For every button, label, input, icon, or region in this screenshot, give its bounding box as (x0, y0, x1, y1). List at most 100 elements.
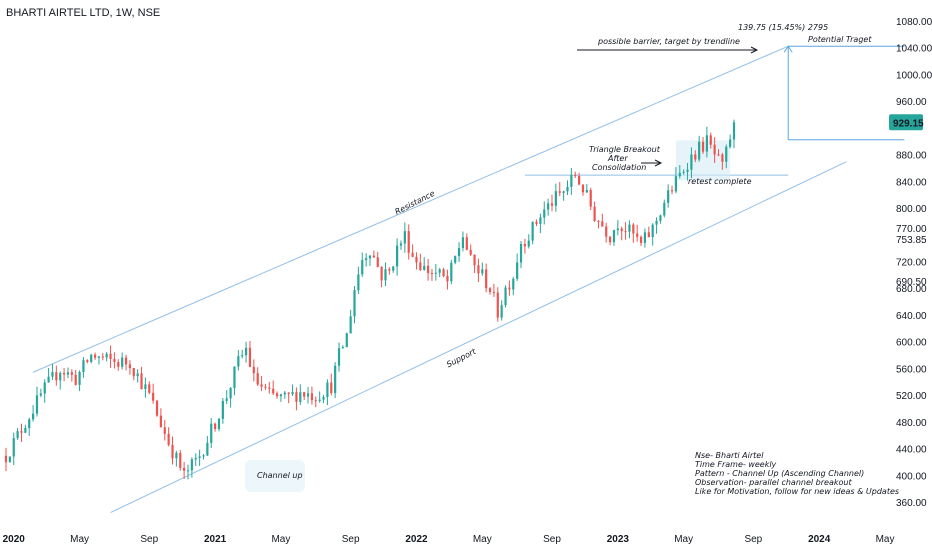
candle-body[interactable] (701, 141, 705, 152)
candle-body[interactable] (167, 433, 170, 445)
candle-body[interactable] (128, 364, 132, 369)
candle-body[interactable] (256, 373, 259, 385)
candle-body[interactable] (477, 265, 480, 274)
candle-body[interactable] (105, 353, 108, 358)
candle-body[interactable] (639, 236, 643, 243)
candle-body[interactable] (636, 233, 639, 237)
candle-body[interactable] (318, 399, 321, 401)
candle-body[interactable] (446, 275, 449, 282)
candle-body[interactable] (601, 221, 604, 227)
candle-body[interactable] (682, 171, 685, 173)
candle-body[interactable] (136, 373, 139, 377)
candle-body[interactable] (562, 191, 565, 193)
candle-body[interactable] (678, 172, 681, 177)
candle-body[interactable] (473, 254, 476, 266)
candle-body[interactable] (415, 256, 418, 263)
candle-body[interactable] (283, 392, 286, 395)
candle-body[interactable] (628, 224, 631, 232)
candle-body[interactable] (175, 452, 178, 459)
candle-body[interactable] (376, 257, 379, 267)
candle-body[interactable] (368, 255, 372, 259)
candle-body[interactable] (508, 287, 511, 290)
candle-body[interactable] (632, 224, 635, 234)
candle-body[interactable] (214, 423, 217, 430)
candle-body[interactable] (179, 452, 182, 468)
candle-body[interactable] (183, 467, 186, 471)
candle-body[interactable] (717, 154, 720, 156)
candle-body[interactable] (268, 387, 271, 389)
candle-body[interactable] (380, 266, 383, 281)
candle-body[interactable] (260, 384, 263, 387)
candle-body[interactable] (442, 269, 445, 276)
candle-body[interactable] (43, 382, 46, 394)
candle-body[interactable] (74, 374, 77, 385)
candle-body[interactable] (124, 357, 128, 365)
candle-body[interactable] (93, 354, 97, 358)
candle-body[interactable] (419, 262, 422, 271)
candle-body[interactable] (593, 206, 596, 221)
candle-body[interactable] (485, 269, 488, 289)
candle-body[interactable] (264, 386, 267, 388)
candle-body[interactable] (337, 348, 341, 366)
candle-body[interactable] (66, 372, 70, 375)
candle-body[interactable] (566, 186, 569, 192)
candle-body[interactable] (353, 290, 356, 317)
candle-body[interactable] (581, 184, 585, 193)
candle-body[interactable] (229, 388, 232, 399)
candle-body[interactable] (694, 154, 697, 160)
candle-body[interactable] (543, 209, 546, 218)
candle-body[interactable] (527, 240, 530, 247)
candle-body[interactable] (399, 243, 403, 246)
candle-body[interactable] (558, 191, 561, 193)
candle-body[interactable] (605, 226, 608, 237)
candle-body[interactable] (345, 333, 348, 348)
candle-body[interactable] (384, 269, 387, 281)
candle-body[interactable] (608, 236, 612, 243)
candle-body[interactable] (361, 260, 364, 275)
candle-body[interactable] (299, 392, 302, 402)
candle-body[interactable] (481, 269, 484, 274)
candle-body[interactable] (62, 373, 66, 375)
candle-body[interactable] (616, 228, 619, 231)
candle-body[interactable] (721, 154, 724, 162)
candle-body[interactable] (303, 392, 306, 397)
candle-body[interactable] (78, 371, 81, 385)
candle-body[interactable] (732, 122, 736, 140)
candle-body[interactable] (35, 395, 39, 414)
candle-body[interactable] (457, 248, 461, 257)
candle-body[interactable] (190, 459, 193, 471)
candle-body[interactable] (349, 316, 352, 334)
candle-body[interactable] (295, 392, 298, 402)
candle-body[interactable] (109, 353, 112, 359)
candle-body[interactable] (698, 141, 701, 160)
candle-body[interactable] (392, 266, 395, 271)
candle-body[interactable] (620, 228, 623, 232)
candle-body[interactable] (217, 418, 221, 430)
candle-body[interactable] (550, 203, 554, 206)
candle-body[interactable] (248, 347, 252, 367)
candle-body[interactable] (411, 252, 414, 257)
candle-body[interactable] (113, 358, 116, 363)
candle-body[interactable] (330, 382, 333, 394)
candle-body[interactable] (334, 365, 337, 394)
candle-body[interactable] (612, 230, 616, 243)
candle-body[interactable] (202, 455, 205, 457)
candle-body[interactable] (155, 400, 159, 416)
candle-body[interactable] (531, 221, 534, 241)
candle-body[interactable] (144, 384, 147, 390)
candle-body[interactable] (651, 224, 654, 238)
candle-body[interactable] (159, 415, 162, 428)
candle-body[interactable] (210, 423, 213, 443)
candle-body[interactable] (578, 176, 581, 185)
candle-body[interactable] (655, 220, 658, 225)
candle-body[interactable] (12, 438, 15, 457)
candle-body[interactable] (194, 457, 197, 460)
candle-body[interactable] (686, 169, 689, 172)
candle-body[interactable] (670, 190, 674, 192)
candle-body[interactable] (8, 456, 11, 463)
candle-body[interactable] (407, 231, 410, 253)
candle-body[interactable] (82, 360, 85, 372)
candle-body[interactable] (365, 258, 368, 261)
candle-body[interactable] (454, 256, 457, 263)
candle-body[interactable] (535, 221, 538, 224)
